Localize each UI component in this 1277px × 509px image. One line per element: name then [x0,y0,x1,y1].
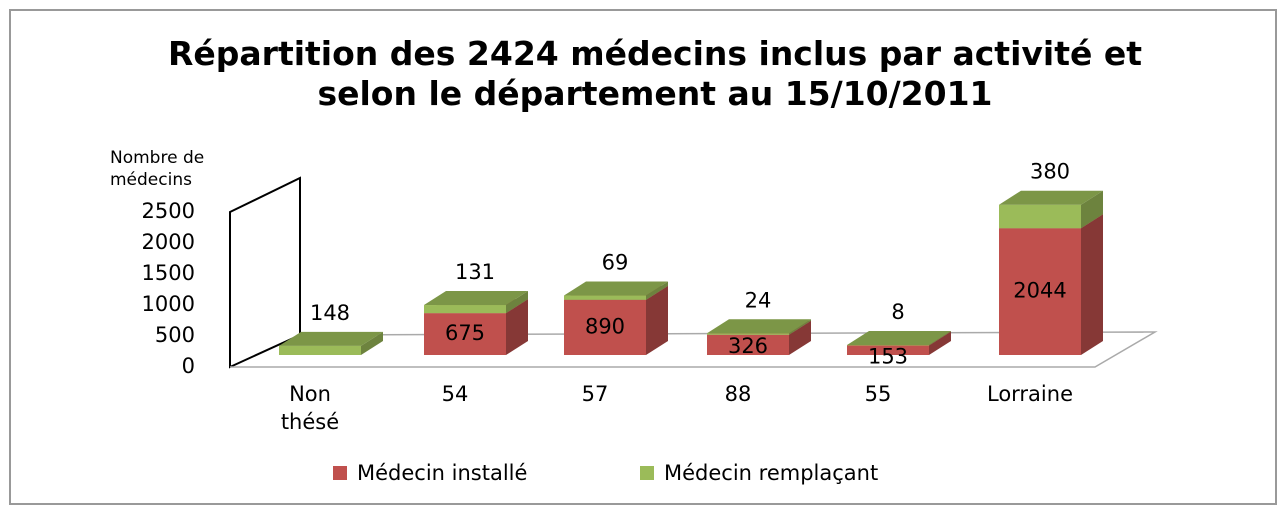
y-tick-label: 500 [155,323,195,347]
bar-side [1081,214,1103,355]
data-label: 675 [445,321,485,345]
legend-swatch [640,466,654,480]
x-tick-label: Lorraine [987,382,1073,406]
bar [707,333,789,334]
legend-swatch [333,466,347,480]
bar [999,205,1081,229]
y-tick-label: 1500 [142,261,195,285]
data-label: 8 [891,300,904,324]
y-tick-label: 2500 [142,199,195,223]
bar [424,305,506,313]
data-label: 131 [455,260,495,284]
y-tick-label: 2000 [142,230,195,254]
data-label: 148 [310,301,350,325]
x-tick-label: 57 [582,382,609,406]
legend-label: Médecin installé [357,461,527,485]
data-label: 326 [728,334,768,358]
data-label: 380 [1030,160,1070,184]
data-label: 2044 [1013,279,1066,303]
x-tick-label: 88 [725,382,752,406]
data-label: 24 [745,288,772,312]
data-label: 153 [868,345,908,369]
bar [564,296,646,300]
x-tick-label: 55 [865,382,892,406]
x-tick-label: 54 [442,382,469,406]
bar [279,346,361,355]
data-label: 69 [602,251,629,275]
back-wall [230,178,300,367]
legend-label: Médecin remplaçant [664,461,878,485]
y-tick-label: 1000 [142,292,195,316]
data-label: 890 [585,314,625,338]
y-tick-label: 0 [182,354,195,378]
